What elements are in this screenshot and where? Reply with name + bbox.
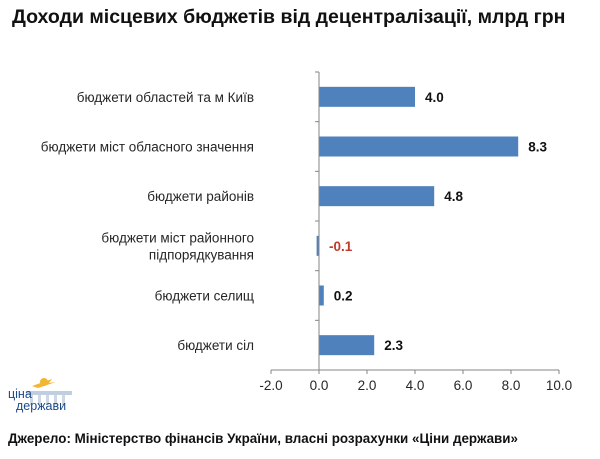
data-label: 4.8 <box>444 189 463 204</box>
x-tick-label: 6.0 <box>454 378 473 393</box>
bar <box>316 235 319 256</box>
category-label: бюджети міст обласного значення <box>41 140 254 155</box>
category-label: бюджети областей та м Київ <box>77 90 254 105</box>
logo-graphic <box>26 378 72 405</box>
x-tick-label: 10.0 <box>546 378 572 393</box>
category-label: бюджети селищ <box>155 289 254 304</box>
x-tick-label: -2.0 <box>259 378 282 393</box>
data-label: -0.1 <box>329 239 353 254</box>
x-tick-label: 2.0 <box>358 378 377 393</box>
bar <box>319 136 519 157</box>
category-label: бюджети районів <box>147 189 254 204</box>
bar-chart: -2.0 0.0 2.0 4.0 6.0 8.0 10.0 бюджети областей … <box>41 71 572 393</box>
data-label: 0.2 <box>334 289 353 304</box>
category-label: бюджети міст районного підпорядкування <box>101 230 254 262</box>
source-note: Джерело: Міністерство фінансів України, … <box>8 431 518 446</box>
bar <box>319 86 415 107</box>
chart-title: Доходи місцевих бюджетів від децентраліз… <box>12 6 566 28</box>
logo-line-2: держави <box>16 399 67 413</box>
bar <box>319 335 375 356</box>
bar <box>319 285 324 306</box>
x-tick-label: 8.0 <box>502 378 521 393</box>
x-tick-label: 4.0 <box>406 378 425 393</box>
logo-text: ціна держави <box>8 387 67 413</box>
category-label: бюджети сіл <box>177 338 254 353</box>
bar <box>319 186 435 207</box>
x-tick-label: 0.0 <box>310 378 329 393</box>
logo: ціна держави <box>8 374 86 418</box>
data-label: 2.3 <box>384 338 403 353</box>
logo-line-1: ціна <box>8 387 32 401</box>
data-label: 4.0 <box>425 90 444 105</box>
data-label: 8.3 <box>528 140 547 155</box>
